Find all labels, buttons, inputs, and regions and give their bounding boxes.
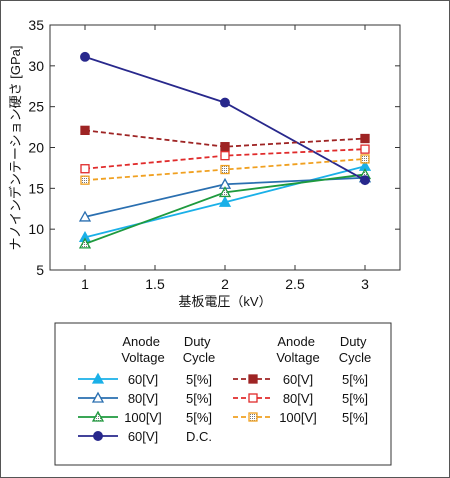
- legend-marker: [248, 412, 258, 422]
- data-point: [80, 51, 90, 62]
- x-axis-ticks: 1 1.5 2 2.5 3: [81, 25, 369, 292]
- legend-marker: [248, 393, 258, 403]
- x-tick-label: 1.5: [145, 276, 165, 292]
- data-point: [220, 151, 230, 161]
- legend: Anode Voltage Duty Cycle Anode Voltage D…: [78, 334, 371, 444]
- legend-marker: [248, 374, 258, 384]
- legend-marker: [93, 431, 103, 441]
- legend-anode-value: 80[V]: [283, 391, 313, 406]
- legend-duty-value: D.C.: [186, 429, 212, 444]
- data-point: [360, 154, 370, 164]
- y-tick-label: 10: [28, 221, 44, 237]
- x-tick-label: 2.5: [285, 276, 305, 292]
- data-point: [218, 195, 232, 207]
- legend-item: 100[V] 5[%]: [233, 410, 368, 425]
- y-tick-label: 35: [28, 17, 44, 33]
- legend-duty-value: 5[%]: [342, 372, 368, 387]
- data-point: [220, 164, 230, 175]
- y-tick-label: 15: [28, 180, 44, 196]
- legend-header-anode-left: Anode Voltage: [121, 334, 164, 365]
- y-axis-ticks: 5 10 15 20 25 30 35: [28, 17, 400, 278]
- series-6: [80, 154, 370, 185]
- series-layer: [78, 51, 372, 249]
- legend-anode-value: 100[V]: [124, 410, 162, 425]
- data-point: [360, 144, 370, 154]
- legend-marker: [91, 410, 105, 422]
- legend-anode-value: 60[V]: [283, 372, 313, 387]
- x-axis-label: 基板電圧（kV）: [178, 294, 271, 309]
- data-point: [360, 175, 370, 186]
- legend-item: 60[V] 5[%]: [233, 372, 368, 387]
- y-tick-label: 5: [36, 262, 44, 278]
- legend-item: 60[V] D.C.: [78, 429, 212, 444]
- data-point: [80, 125, 90, 135]
- legend-header-duty-left: Duty Cycle: [183, 334, 216, 365]
- legend-header-duty-right: Duty Cycle: [339, 334, 372, 365]
- legend-anode-value: 80[V]: [128, 391, 158, 406]
- legend-item: 80[V] 5[%]: [233, 391, 368, 406]
- legend-box: [54, 322, 392, 466]
- x-tick-label: 3: [361, 276, 369, 292]
- x-tick-label: 2: [221, 276, 229, 292]
- legend-duty-value: 5[%]: [342, 391, 368, 406]
- legend-anode-value: 60[V]: [128, 429, 158, 444]
- x-tick-label: 1: [81, 276, 89, 292]
- data-point: [78, 237, 92, 249]
- data-point: [220, 97, 230, 108]
- data-point: [220, 142, 230, 152]
- y-tick-label: 20: [28, 140, 44, 156]
- data-point: [360, 133, 370, 144]
- legend-anode-value: 60[V]: [128, 372, 158, 387]
- y-tick-label: 30: [28, 58, 44, 74]
- legend-anode-value: 100[V]: [279, 410, 317, 425]
- series-5: [80, 144, 370, 174]
- legend-item: 80[V] 5[%]: [78, 391, 212, 406]
- data-point: [80, 164, 90, 174]
- y-axis-label: ナノインデンテーション硬さ [GPa]: [8, 46, 23, 251]
- series-4: [80, 125, 370, 152]
- legend-item: 60[V] 5[%]: [78, 372, 212, 387]
- legend-duty-value: 5[%]: [186, 410, 212, 425]
- legend-marker: [91, 391, 105, 403]
- series-3: [80, 51, 370, 186]
- legend-marker: [91, 372, 105, 384]
- legend-duty-value: 5[%]: [186, 372, 212, 387]
- legend-duty-value: 5[%]: [186, 391, 212, 406]
- data-point: [80, 175, 90, 185]
- data-point: [78, 210, 92, 222]
- legend-item: 100[V] 5[%]: [78, 410, 212, 425]
- y-tick-label: 25: [28, 99, 44, 115]
- legend-duty-value: 5[%]: [342, 410, 368, 425]
- legend-header-anode-right: Anode Voltage: [276, 334, 319, 365]
- data-point: [218, 186, 232, 198]
